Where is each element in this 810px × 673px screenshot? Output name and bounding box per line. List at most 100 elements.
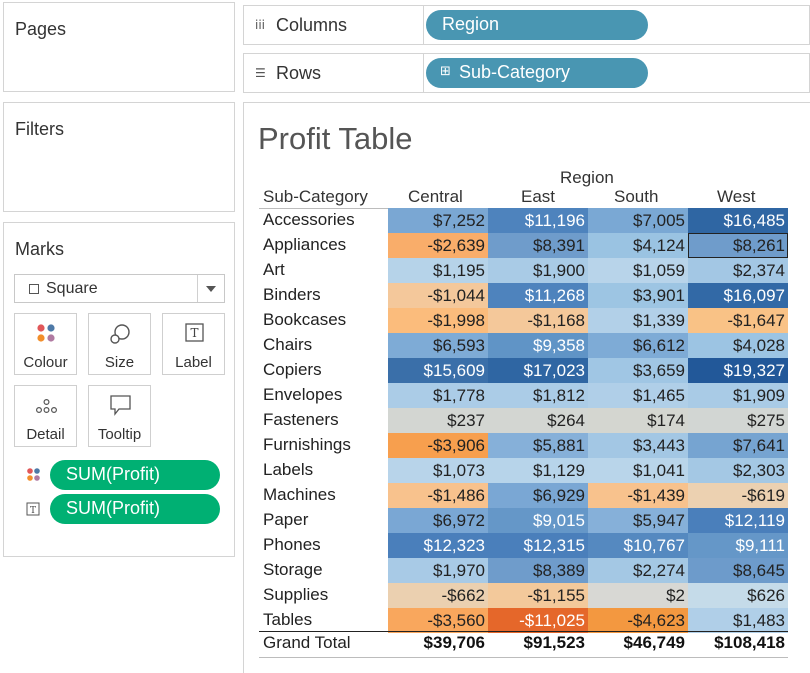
profit-cell-east[interactable]: $9,358 [488, 333, 588, 358]
profit-cell-central[interactable]: $6,593 [388, 333, 488, 358]
profit-cell-east[interactable]: $1,900 [488, 258, 588, 283]
profit-cell-east[interactable]: $1,129 [488, 458, 588, 483]
profit-cell-east[interactable]: $11,268 [488, 283, 588, 308]
size-button[interactable]: Size [88, 313, 151, 375]
detail-button[interactable]: Detail [14, 385, 77, 447]
profit-cell-west[interactable]: $4,028 [688, 333, 788, 358]
profit-cell-west[interactable]: $7,641 [688, 433, 788, 458]
profit-cell-west[interactable]: $2,303 [688, 458, 788, 483]
profit-cell-east[interactable]: $8,389 [488, 558, 588, 583]
sub-category-pill[interactable]: ⊞ Sub-Category [426, 58, 648, 88]
pages-shelf[interactable]: Pages [3, 2, 235, 92]
profit-cell-west[interactable]: $1,909 [688, 383, 788, 408]
column-header-central: Central [408, 187, 463, 206]
profit-cell-west[interactable]: $19,327 [688, 358, 788, 383]
pill-label: Region [442, 14, 500, 34]
profit-cell-east[interactable]: $12,315 [488, 533, 588, 558]
columns-shelf[interactable]: iii Columns Region [243, 5, 810, 45]
profit-cell-south[interactable]: $3,901 [588, 283, 688, 308]
profit-cell-west[interactable]: $626 [688, 583, 788, 608]
profit-cell-west[interactable]: $1,483 [688, 608, 788, 633]
profit-cell-south[interactable]: $1,465 [588, 383, 688, 408]
rows-shelf[interactable]: ☰ Rows ⊞ Sub-Category [243, 53, 810, 93]
grand-total-west: $108,418 [714, 633, 785, 652]
profit-cell-south[interactable]: -$4,623 [588, 608, 688, 633]
row-label: Paper [263, 510, 309, 529]
mark-type-dropdown[interactable]: Square [14, 274, 225, 303]
profit-cell-east[interactable]: $6,929 [488, 483, 588, 508]
pill-label: Sub-Category [459, 62, 571, 82]
profit-cell-south[interactable]: $6,612 [588, 333, 688, 358]
grand-total-central: $39,706 [423, 633, 485, 652]
profit-cell-south[interactable]: $7,005 [588, 208, 688, 233]
profit-cell-east[interactable]: $1,812 [488, 383, 588, 408]
profit-cell-east[interactable]: $8,391 [488, 233, 588, 258]
column-group-header: Region [560, 168, 614, 187]
profit-cell-central[interactable]: -$3,906 [388, 433, 488, 458]
profit-cell-east[interactable]: -$11,025 [488, 608, 588, 633]
label-button[interactable]: T Label [162, 313, 225, 375]
profit-cell-south[interactable]: $4,124 [588, 233, 688, 258]
profit-cell-south[interactable]: $5,947 [588, 508, 688, 533]
profit-cell-south[interactable]: $1,339 [588, 308, 688, 333]
profit-cell-central[interactable]: -$2,639 [388, 233, 488, 258]
profit-cell-west[interactable]: $275 [688, 408, 788, 433]
filters-shelf[interactable]: Filters [3, 102, 235, 212]
dropdown-button[interactable] [197, 275, 224, 302]
profit-cell-central[interactable]: -$1,486 [388, 483, 488, 508]
label-field-pill[interactable]: SUM(Profit) [50, 494, 220, 524]
pill-label: SUM(Profit) [66, 464, 160, 484]
profit-cell-south[interactable]: -$1,439 [588, 483, 688, 508]
profit-cell-central[interactable]: -$1,044 [388, 283, 488, 308]
square-icon [29, 284, 39, 294]
profit-cell-west[interactable]: -$619 [688, 483, 788, 508]
profit-cell-south[interactable]: $174 [588, 408, 688, 433]
profit-cell-east[interactable]: $9,015 [488, 508, 588, 533]
profit-cell-central[interactable]: $237 [388, 408, 488, 433]
profit-cell-west[interactable]: $16,097 [688, 283, 788, 308]
profit-cell-east[interactable]: $264 [488, 408, 588, 433]
profit-cell-south[interactable]: $3,443 [588, 433, 688, 458]
profit-cell-east[interactable]: -$1,168 [488, 308, 588, 333]
mark-type-label: Square [46, 280, 98, 297]
profit-cell-south[interactable]: $1,041 [588, 458, 688, 483]
region-pill[interactable]: Region [426, 10, 648, 40]
column-header-east: East [521, 187, 556, 206]
profit-cell-west[interactable]: $2,374 [688, 258, 788, 283]
profit-cell-central[interactable]: $1,778 [388, 383, 488, 408]
profit-cell-south[interactable]: $10,767 [588, 533, 688, 558]
profit-cell-south[interactable]: $3,659 [588, 358, 688, 383]
profit-cell-south[interactable]: $2 [588, 583, 688, 608]
profit-cell-central[interactable]: -$3,560 [388, 608, 488, 633]
row-label: Binders [263, 285, 321, 304]
profit-cell-west[interactable]: $8,645 [688, 558, 788, 583]
profit-cell-central[interactable]: $1,970 [388, 558, 488, 583]
profit-cell-central[interactable]: $6,972 [388, 508, 488, 533]
colour-button[interactable]: Colour [14, 313, 77, 375]
profit-cell-east[interactable]: -$1,155 [488, 583, 588, 608]
profit-cell-east[interactable]: $17,023 [488, 358, 588, 383]
profit-cell-west[interactable]: $8,261 [688, 233, 788, 258]
profit-cell-central[interactable]: $12,323 [388, 533, 488, 558]
row-label: Chairs [263, 335, 313, 354]
profit-cell-central[interactable]: $7,252 [388, 208, 488, 233]
row-label: Machines [263, 485, 336, 504]
grand-total-divider [259, 631, 788, 632]
profit-cell-west[interactable]: $12,119 [688, 508, 788, 533]
tooltip-button[interactable]: Tooltip [88, 385, 151, 447]
profit-cell-west[interactable]: -$1,647 [688, 308, 788, 333]
colour-field-pill[interactable]: SUM(Profit) [50, 460, 220, 490]
profit-cell-east[interactable]: $11,196 [488, 208, 588, 233]
profit-cell-south[interactable]: $1,059 [588, 258, 688, 283]
pill-label: SUM(Profit) [66, 498, 160, 518]
row-label: Art [263, 260, 285, 279]
profit-cell-central[interactable]: $15,609 [388, 358, 488, 383]
profit-cell-south[interactable]: $2,274 [588, 558, 688, 583]
profit-cell-central[interactable]: $1,195 [388, 258, 488, 283]
profit-cell-west[interactable]: $9,111 [688, 533, 788, 558]
profit-cell-central[interactable]: -$1,998 [388, 308, 488, 333]
profit-cell-central[interactable]: -$662 [388, 583, 488, 608]
profit-cell-central[interactable]: $1,073 [388, 458, 488, 483]
profit-cell-west[interactable]: $16,485 [688, 208, 788, 233]
profit-cell-east[interactable]: $5,881 [488, 433, 588, 458]
